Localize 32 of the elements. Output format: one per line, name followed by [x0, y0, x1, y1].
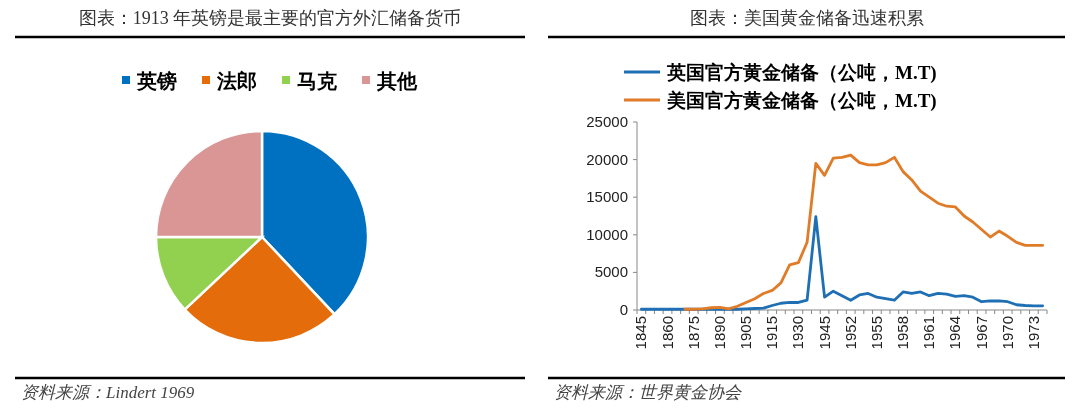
y-tick-label: 25000 [586, 113, 628, 130]
x-tick-label: 1964 [946, 316, 964, 350]
y-tick-label: 20000 [586, 150, 628, 168]
x-tick-label: 1952 [841, 316, 859, 350]
legend-label: 英国官方黄金储备（公吨，M.T) [666, 62, 937, 84]
y-tick-label: 15000 [586, 188, 628, 206]
x-tick-label: 1970 [998, 316, 1016, 350]
x-tick-label: 1915 [763, 316, 781, 350]
legend-label: 法郎 [216, 70, 257, 92]
x-tick-label: 1930 [789, 316, 807, 350]
x-tick-label: 1958 [894, 316, 912, 350]
legend-label: 其他 [376, 70, 418, 92]
x-tick-label: 1890 [710, 316, 728, 350]
y-tick-label: 0 [619, 301, 628, 318]
x-tick-label: 1967 [972, 316, 990, 350]
x-tick-label: 1860 [658, 316, 676, 350]
x-tick-label: 1845 [632, 316, 650, 350]
legend-label: 美国官方黄金储备（公吨，M.T) [666, 90, 937, 112]
text: 资料来源：Lindert 1969 [21, 383, 195, 402]
text: 资料来源：世界黄金协会 [554, 383, 742, 402]
y-tick-label: 5000 [594, 263, 628, 281]
legend-label: 马克 [297, 70, 337, 92]
chart-title: 图表：美国黄金储备迅速积累 [689, 8, 924, 28]
x-tick-label: 1945 [815, 316, 833, 350]
legend-label: 英镑 [136, 70, 177, 92]
chart-title: 图表：1913 年英镑是最主要的官方外汇储备货币 [78, 8, 462, 28]
x-tick-label: 1875 [684, 316, 702, 350]
x-tick-label: 1905 [737, 316, 755, 350]
y-tick-label: 10000 [586, 225, 628, 243]
x-tick-label: 1973 [1024, 316, 1042, 350]
x-tick-label: 1955 [867, 316, 885, 350]
x-tick-label: 1961 [920, 316, 938, 350]
